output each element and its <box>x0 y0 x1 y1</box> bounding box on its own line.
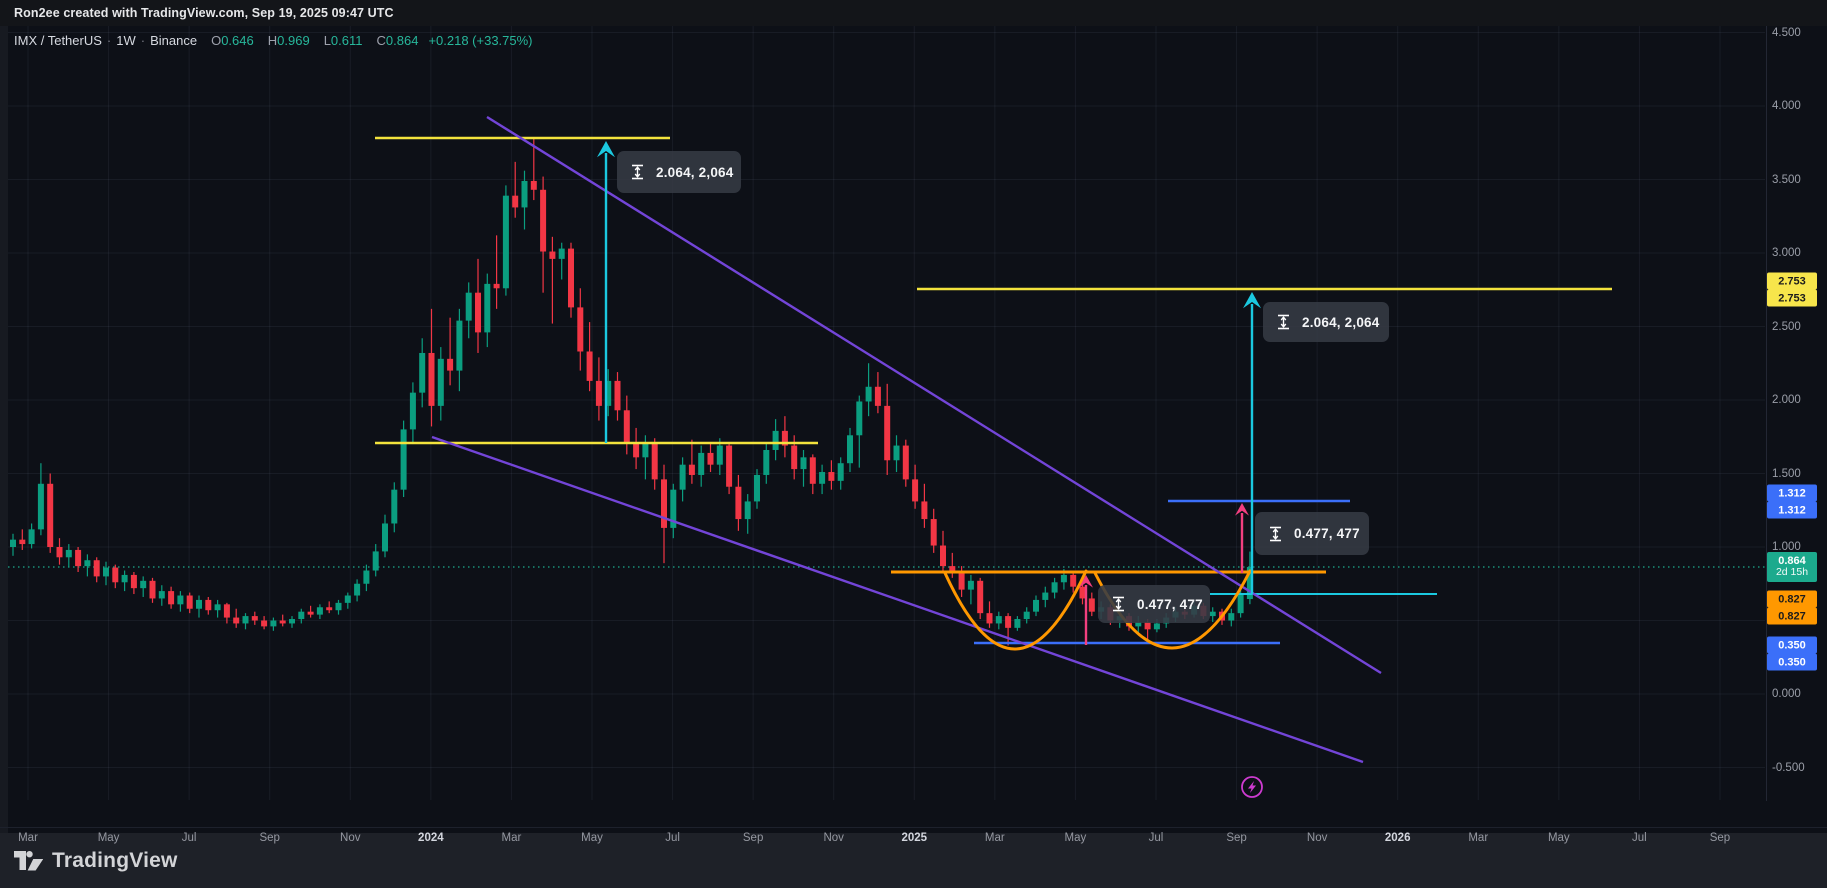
tradingview-brand-text[interactable]: TradingView <box>52 848 178 872</box>
measure-label[interactable]: 2.064, 2,064 <box>617 151 741 193</box>
measure-value: 0.477, 477 <box>1137 596 1203 612</box>
time-tick-label: Jul <box>1148 832 1164 844</box>
ohlc-open: O0.646 <box>211 32 254 48</box>
ohlc-high: H0.969 <box>267 32 310 48</box>
time-tick-label: Nov <box>1306 832 1328 844</box>
time-axis-separator <box>0 827 1827 828</box>
time-axis[interactable]: Mar May Jul Sep Nov 2024 Mar May Jul Sep Nov 2025 Ma… <box>0 827 1766 855</box>
price-tick-label: 2.000 <box>1772 394 1801 406</box>
time-tick-label: May <box>1064 832 1087 844</box>
drawing-price-label: 0.350 <box>1767 636 1817 654</box>
interval-label[interactable]: 1W <box>116 32 136 48</box>
drawing-price-label: 1.312 <box>1767 484 1817 502</box>
time-tick-label: Mar <box>984 832 1005 844</box>
footer-bar: TradingView <box>0 833 1827 888</box>
time-tick-label: 2024 <box>418 832 444 844</box>
change-value: +0.218 (+33.75%) <box>428 32 533 48</box>
left-edge-strip <box>0 26 8 833</box>
symbol-title[interactable]: IMX / TetherUS <box>14 32 102 48</box>
price-tick-label: 3.500 <box>1772 173 1801 186</box>
time-tick-label: May <box>97 832 120 844</box>
price-tick-label: 4.000 <box>1772 100 1801 112</box>
drawing-price-label: 2.753 <box>1767 289 1817 307</box>
time-tick-label: Mar <box>501 832 522 844</box>
time-tick-label: 2025 <box>901 832 928 844</box>
measure-value: 2.064, 2,064 <box>656 164 734 180</box>
time-tick-label: May <box>1547 832 1570 844</box>
drawing-price-label: 2.753 <box>1767 272 1817 290</box>
tradingview-logo-icon[interactable] <box>13 850 43 872</box>
price-range-icon <box>1278 314 1289 330</box>
time-tick-label: Sep <box>742 832 764 844</box>
price-range-icon <box>1270 526 1281 541</box>
watermark-text: Ron2ee created with TradingView.com, Sep… <box>14 6 394 20</box>
measure-label[interactable]: 0.477, 477 <box>1255 512 1369 555</box>
measure-value: 0.477, 477 <box>1294 526 1360 541</box>
ohlc-close: C0.864 <box>376 32 419 48</box>
last-price-label: 0.864 2d 15h <box>1767 552 1817 582</box>
legend-separator: · <box>106 32 112 48</box>
time-tick-label: Nov <box>823 832 844 844</box>
price-tick-label: 2.500 <box>1772 320 1801 333</box>
chart-area[interactable] <box>0 26 1827 833</box>
price-axis-separator <box>1766 26 1767 801</box>
price-range-icon <box>632 164 643 180</box>
time-tick-label: Mar <box>18 832 38 844</box>
drawing-price-label: 0.827 <box>1767 590 1817 608</box>
time-tick-label: Sep <box>259 832 280 844</box>
time-tick-label: Jul <box>1632 832 1647 844</box>
drawing-price-label: 1.312 <box>1767 501 1817 519</box>
time-tick-label: 2026 <box>1384 832 1411 844</box>
price-tick-label: 3.000 <box>1772 247 1801 259</box>
time-tick-label: Sep <box>1709 832 1731 844</box>
price-range-icon <box>1113 596 1124 612</box>
price-axis[interactable]: 4.500 4.000 3.500 3.000 2.500 2.000 1.500 1.000… <box>1766 26 1827 801</box>
legend-separator: · <box>140 32 146 48</box>
time-tick-label: Jul <box>181 832 197 844</box>
price-tick-label: -0.500 <box>1772 761 1805 774</box>
price-tick-label: 0.000 <box>1772 688 1801 700</box>
price-tick-label: 1.000 <box>1772 541 1801 553</box>
measure-value: 2.064, 2,064 <box>1302 314 1380 330</box>
measure-label[interactable]: 2.064, 2,064 <box>1263 302 1389 342</box>
drawing-price-label: 0.827 <box>1767 607 1817 625</box>
time-tick-label: Jul <box>665 832 680 844</box>
time-tick-label: Mar <box>1468 832 1489 844</box>
price-tick-label: 4.500 <box>1772 26 1801 39</box>
time-tick-label: Sep <box>1226 832 1247 844</box>
drawing-price-label: 0.350 <box>1767 653 1817 671</box>
watermark-bar: Ron2ee created with TradingView.com, Sep… <box>0 0 1827 26</box>
symbol-legend[interactable]: IMX / TetherUS · 1W · Binance O0.646 H0.… <box>14 31 533 49</box>
price-tick-label: 1.500 <box>1772 467 1801 480</box>
time-tick-label: Nov <box>340 832 361 844</box>
measure-label[interactable]: 0.477, 477 <box>1098 585 1210 623</box>
time-tick-label: May <box>581 832 603 844</box>
exchange-label: Binance <box>150 32 198 48</box>
ohlc-low: L0.611 <box>323 32 363 48</box>
